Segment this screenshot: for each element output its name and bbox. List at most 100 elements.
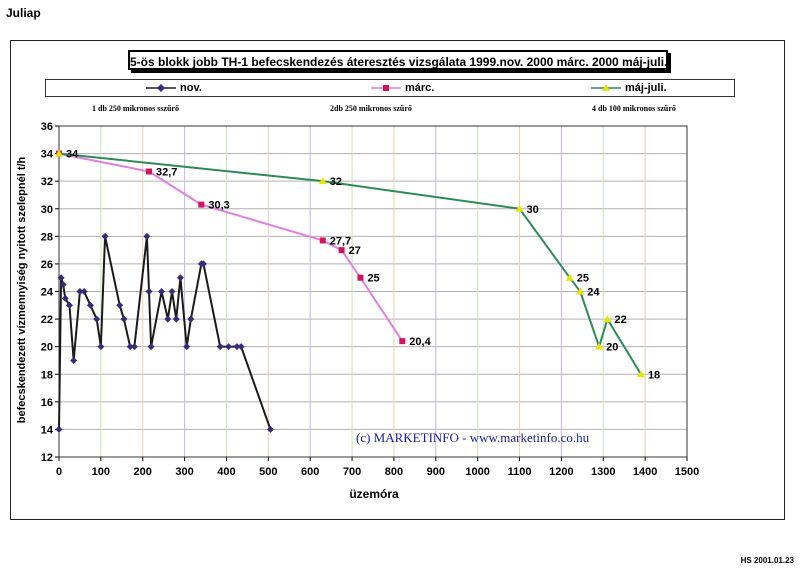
data-point	[55, 425, 63, 433]
data-point	[59, 281, 67, 289]
data-point	[198, 201, 205, 208]
data-point	[636, 370, 645, 378]
data-label: 32	[330, 176, 342, 188]
x-tick-label: 1300	[591, 466, 615, 478]
data-label: 30,3	[208, 200, 229, 212]
data-label: 32,7	[156, 167, 177, 179]
copyright-text: (c) MARKETINFO - www.marketinfo.co.hu	[356, 430, 590, 445]
data-point	[216, 343, 224, 351]
x-tick-label: 1000	[465, 466, 489, 478]
data-point	[76, 288, 84, 295]
legend-item-nov: nov.	[146, 80, 202, 96]
data-point	[143, 232, 151, 240]
x-tick-label: 400	[217, 466, 235, 478]
legend-label-nov: nov.	[180, 82, 202, 94]
x-tick-label: 1100	[508, 466, 532, 478]
data-point	[565, 273, 574, 281]
y-tick-label: 12	[41, 452, 53, 464]
data-point	[183, 343, 191, 351]
data-label: 20,4	[409, 336, 431, 348]
data-label: 27,7	[330, 235, 351, 247]
y-tick-label: 14	[41, 424, 54, 436]
x-tick-label: 0	[56, 466, 62, 478]
x-tick-label: 600	[301, 466, 319, 478]
data-point	[318, 177, 327, 185]
annotation-filter-3: 4 db 100 mikronos szűrő	[592, 104, 676, 113]
data-label: 25	[577, 273, 589, 285]
annotation-filter-2: 2db 250 mikronos szűrő	[330, 104, 412, 113]
y-tick-label: 26	[41, 259, 53, 271]
y-tick-label: 28	[41, 231, 53, 243]
y-tick-label: 24	[41, 287, 54, 299]
data-point	[357, 274, 364, 281]
y-tick-label: 36	[41, 121, 53, 133]
data-label: 30	[527, 204, 539, 216]
data-point	[130, 343, 138, 351]
data-point	[86, 301, 94, 309]
data-point	[399, 338, 406, 345]
x-tick-label: 1400	[633, 466, 657, 478]
data-point	[146, 168, 153, 175]
legend-label-majjuli: máj-juli.	[625, 82, 667, 94]
plot-border	[58, 125, 688, 458]
data-point	[116, 301, 124, 309]
y-tick-label: 30	[41, 204, 53, 216]
data-point	[603, 315, 612, 323]
annotation-filter-1: 1 db 250 mikronos sszűrő	[92, 104, 179, 113]
x-tick-label: 500	[259, 466, 277, 478]
y-axis-label: befecskendezett vízmennyiség nyitott sze…	[16, 156, 28, 424]
legend-swatch-nov	[146, 84, 176, 92]
data-point	[168, 288, 176, 295]
data-label: 27	[349, 245, 361, 257]
data-point	[225, 343, 233, 351]
x-axis-label: üzemóra	[349, 487, 399, 501]
x-tick-label: 1500	[675, 466, 699, 478]
series-line-0	[58, 235, 272, 430]
x-tick-label: 900	[427, 466, 445, 478]
legend-item-marc: márc.	[371, 80, 434, 96]
chart-frame	[10, 40, 785, 520]
chart-title: 5-ös blokk jobb TH-1 befecskendezés áter…	[128, 50, 668, 70]
x-tick-label: 100	[92, 466, 110, 478]
x-tick-label: 1200	[549, 466, 573, 478]
legend-swatch-marc	[371, 85, 401, 91]
data-point	[158, 288, 166, 295]
x-tick-label: 800	[385, 466, 403, 478]
data-label: 25	[367, 273, 379, 285]
footer-label: HS 2001.01.23	[740, 556, 794, 565]
data-label: 18	[648, 369, 660, 381]
data-point	[233, 343, 241, 351]
data-point	[515, 204, 524, 212]
legend-swatch-majjuli	[591, 84, 621, 91]
data-point	[120, 315, 128, 323]
x-tick-label: 700	[343, 466, 361, 478]
data-point	[97, 343, 105, 351]
data-point	[57, 274, 65, 282]
legend-label-marc: márc.	[405, 82, 435, 94]
data-point	[101, 232, 109, 240]
corner-label: Juliap	[6, 6, 41, 20]
data-point	[147, 343, 155, 351]
data-label: 24	[587, 287, 600, 299]
data-point	[199, 260, 207, 268]
y-tick-label: 22	[41, 314, 53, 326]
data-point	[55, 149, 63, 157]
legend-item-majjuli: máj-juli.	[591, 80, 667, 96]
y-tick-label: 18	[41, 369, 53, 381]
data-point	[61, 294, 69, 302]
y-tick-label: 16	[41, 397, 53, 409]
data-point	[164, 315, 172, 323]
data-label: 34	[66, 149, 79, 161]
data-point	[70, 356, 78, 364]
x-tick-label: 300	[175, 466, 193, 478]
data-label: 22	[614, 314, 626, 326]
data-point	[145, 288, 153, 295]
data-label: 20	[606, 342, 618, 354]
data-point	[237, 343, 245, 351]
data-point	[93, 315, 101, 323]
data-point	[319, 237, 326, 244]
series-line-2	[58, 152, 642, 375]
data-point	[80, 288, 88, 295]
x-tick-label: 200	[134, 466, 152, 478]
